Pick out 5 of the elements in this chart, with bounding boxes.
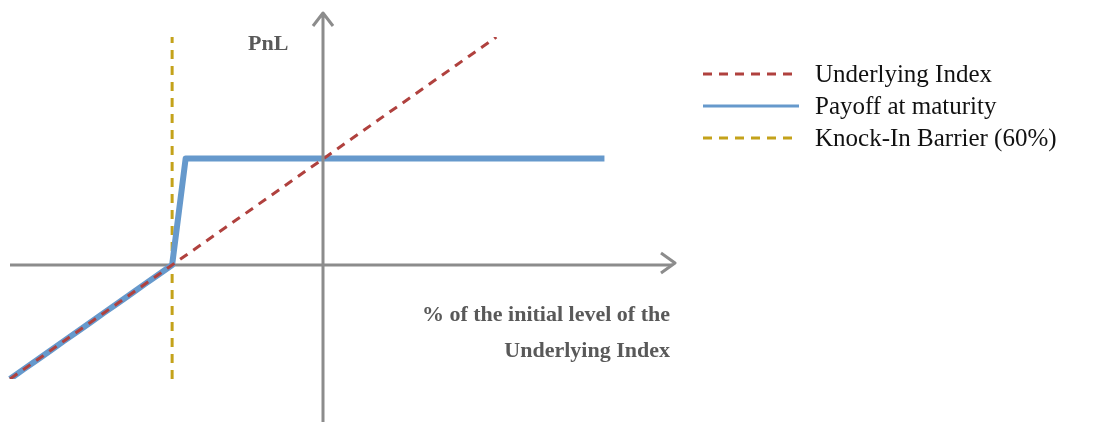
- y-axis-title: PnL: [248, 30, 289, 56]
- x-axis-title: % of the initial level of the Underlying Index: [420, 300, 670, 364]
- legend-label: Underlying Index: [815, 60, 993, 88]
- text: Knock-In Barrier (60%): [815, 124, 1057, 151]
- legend-label: Payoff at maturity: [815, 92, 997, 120]
